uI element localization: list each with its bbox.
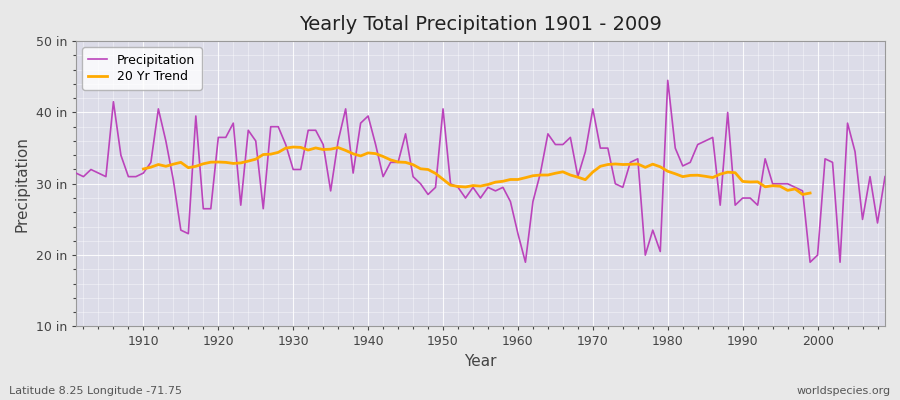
Legend: Precipitation, 20 Yr Trend: Precipitation, 20 Yr Trend bbox=[82, 47, 202, 90]
20 Yr Trend bbox=[347, 152, 358, 156]
Precipitation bbox=[662, 78, 673, 83]
Text: worldspecies.org: worldspecies.org bbox=[796, 386, 891, 396]
Precipitation bbox=[130, 174, 141, 179]
Precipitation bbox=[610, 181, 621, 186]
20 Yr Trend bbox=[138, 166, 148, 171]
Line: 20 Yr Trend: 20 Yr Trend bbox=[143, 147, 810, 194]
Precipitation bbox=[512, 231, 523, 236]
X-axis label: Year: Year bbox=[464, 354, 497, 369]
Precipitation bbox=[340, 106, 351, 111]
Precipitation bbox=[70, 171, 81, 176]
20 Yr Trend bbox=[797, 192, 808, 197]
20 Yr Trend bbox=[288, 145, 299, 150]
Precipitation bbox=[295, 167, 306, 172]
Text: Latitude 8.25 Longitude -71.75: Latitude 8.25 Longitude -71.75 bbox=[9, 386, 182, 396]
Precipitation bbox=[520, 260, 531, 265]
20 Yr Trend bbox=[700, 174, 711, 179]
Line: Precipitation: Precipitation bbox=[76, 80, 885, 262]
Title: Yearly Total Precipitation 1901 - 2009: Yearly Total Precipitation 1901 - 2009 bbox=[299, 15, 662, 34]
20 Yr Trend bbox=[610, 162, 621, 166]
20 Yr Trend bbox=[782, 188, 793, 193]
Precipitation bbox=[879, 174, 890, 179]
Y-axis label: Precipitation: Precipitation bbox=[15, 136, 30, 232]
Precipitation bbox=[505, 199, 516, 204]
20 Yr Trend bbox=[805, 191, 815, 196]
20 Yr Trend bbox=[715, 172, 725, 176]
20 Yr Trend bbox=[228, 161, 238, 166]
